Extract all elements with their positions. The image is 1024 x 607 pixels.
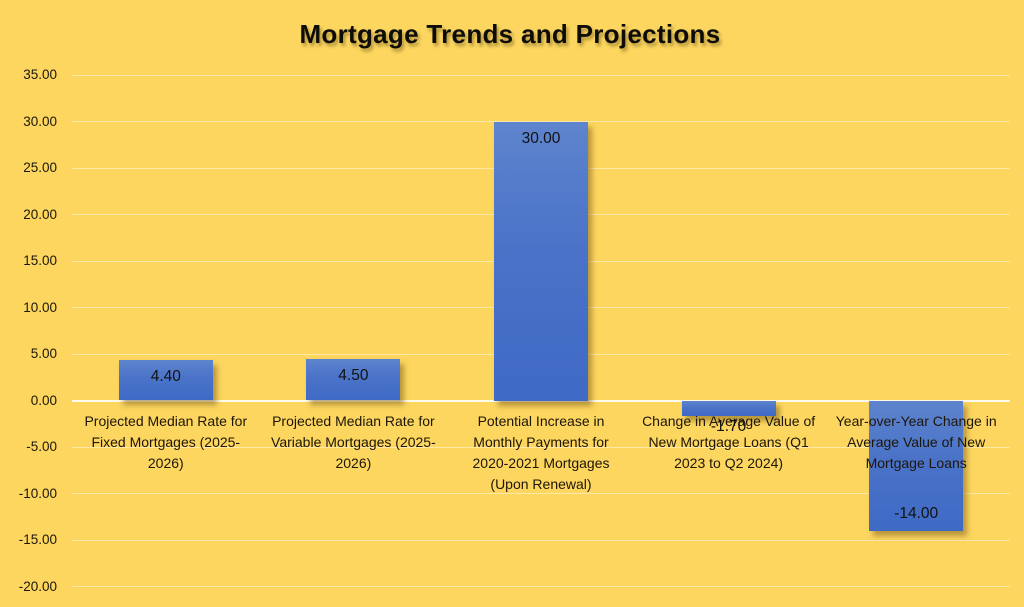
y-axis-tick-label: -15.00 [18, 532, 57, 547]
y-axis-tick-label: 0.00 [30, 392, 57, 408]
category-label-loan-value-change-yoy: Year-over-Year Change in Average Value o… [835, 413, 997, 471]
y-axis-tick-label: -20.00 [18, 578, 57, 594]
data-label-payment-increase: 30.00 [521, 129, 561, 147]
zero-axis-line [72, 399, 1010, 402]
gridline [72, 539, 1010, 541]
gridline [72, 446, 1010, 448]
y-axis-tick-label: 5.00 [30, 346, 57, 361]
bar-variable-rate [306, 358, 401, 401]
data-label-loan-value-change-yoy: -14.00 [894, 504, 939, 522]
gridline [72, 493, 1010, 494]
category-label-variable-rate: Projected Median Rate for Variable Mortg… [271, 413, 436, 471]
chart-title: Mortgage Trends and Projections [299, 19, 721, 49]
y-axis-tick-label: 10.00 [23, 299, 57, 315]
category-label-payment-increase: Potential Increase in Monthly Payments f… [472, 413, 610, 492]
data-label-loan-value-change-quarterly: -1.70 [710, 418, 747, 436]
gridline [72, 74, 1010, 76]
y-axis-tick-label: 15.00 [23, 253, 57, 268]
y-axis-tick-label: 30.00 [23, 113, 57, 129]
y-axis-tick-label: -5.00 [26, 439, 57, 454]
bar-loan-value-change-yoy [869, 400, 964, 531]
gridline [72, 586, 1010, 587]
y-axis-tick-label: 35.00 [23, 67, 57, 82]
bar-fixed-rate [118, 359, 213, 401]
data-label-fixed-rate: 4.40 [150, 367, 181, 385]
y-axis-tick-label: 25.00 [23, 160, 57, 175]
bar-payment-increase [494, 121, 588, 401]
y-axis-tick-label: 20.00 [23, 206, 57, 222]
bar-loan-value-change-quarterly [681, 400, 776, 417]
y-axis-tick-label: -10.00 [18, 485, 57, 501]
data-label-variable-rate: 4.50 [338, 366, 369, 384]
category-label-fixed-rate: Projected Median Rate for Fixed Mortgage… [84, 413, 248, 471]
category-label-loan-value-change-quarterly: Change in Average Value of New Mortgage … [642, 413, 816, 471]
